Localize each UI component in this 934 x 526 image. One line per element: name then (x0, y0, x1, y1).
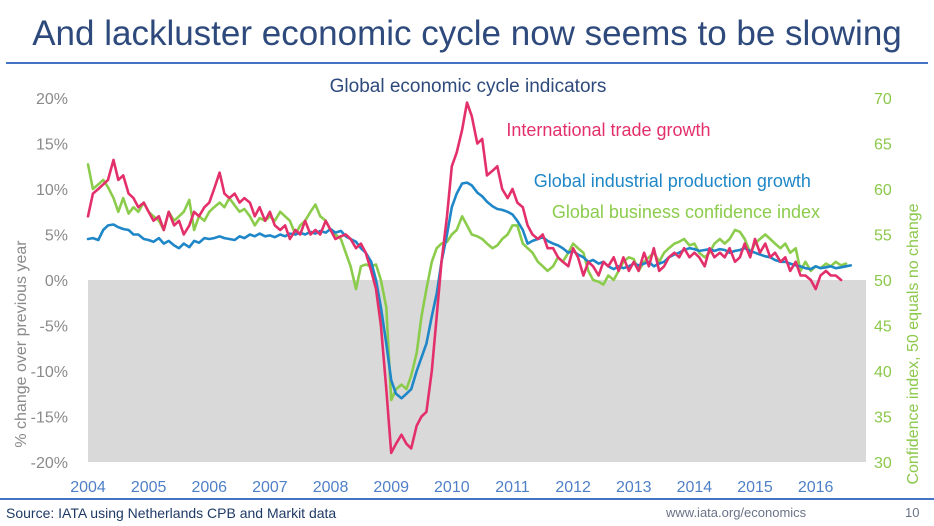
right-tick-label: 30 (874, 455, 892, 472)
right-tick-label: 65 (874, 137, 892, 154)
series-labels: International trade growth Global industr… (506, 120, 820, 222)
series-label-trade: International trade growth (506, 120, 710, 140)
x-tick-label: 2008 (313, 479, 349, 496)
series-line-confidence (86, 163, 848, 402)
x-tick-label: 2014 (677, 479, 713, 496)
x-tick-label: 2011 (495, 479, 530, 496)
left-tick-label: 20% (36, 91, 68, 108)
left-tick-label: -10% (31, 364, 68, 381)
series-label-confidence: Global business confidence index (552, 202, 820, 222)
right-tick-label: 40 (874, 364, 892, 381)
negative-region-band (88, 280, 866, 462)
x-tick-label: 2012 (555, 479, 591, 496)
chart-title: Global economic cycle indicators (330, 76, 607, 97)
series-line-trade (86, 101, 843, 455)
source-note: Source: IATA using Netherlands CPB and M… (6, 505, 337, 521)
right-axis: 70 65 60 55 50 45 40 35 30 (874, 91, 892, 472)
right-axis-title: Confidence index, 50 equals no change (905, 203, 922, 484)
x-tick-label: 2007 (252, 479, 288, 496)
left-tick-label: 5% (45, 228, 68, 245)
right-tick-label: 70 (874, 91, 892, 108)
x-tick-label: 2013 (616, 479, 652, 496)
page-number: 10 (905, 505, 920, 520)
x-tick-label: 2010 (434, 479, 470, 496)
x-tick-label: 2006 (191, 479, 227, 496)
slide-title: And lackluster economic cycle now seems … (32, 14, 902, 53)
right-tick-label: 45 (874, 319, 892, 336)
x-tick-label: 2015 (737, 479, 773, 496)
x-tick-label: 2004 (70, 479, 106, 496)
footer-rule (0, 498, 934, 500)
left-tick-label: 15% (36, 137, 68, 154)
left-tick-label: 10% (36, 182, 68, 199)
series-layer (86, 101, 853, 455)
left-tick-label: -5% (40, 319, 68, 336)
right-tick-label: 60 (874, 182, 892, 199)
series-label-production: Global industrial production growth (534, 171, 811, 191)
left-tick-label: -15% (31, 410, 68, 427)
left-axis: 20% 15% 10% 5% 0% -5% -10% -15% -20% (31, 91, 68, 472)
right-tick-label: 55 (874, 228, 892, 245)
right-tick-label: 50 (874, 273, 892, 290)
economic-cycle-chart: Global economic cycle indicators 20% 15% 1… (13, 76, 922, 496)
x-tick-label: 2009 (373, 479, 409, 496)
x-tick-label: 2016 (798, 479, 834, 496)
series-line-production (86, 181, 853, 400)
x-axis: 2004 2005 2006 2007 2008 2009 2010 2011 2012 2013… (70, 479, 833, 496)
footer-url: www.iata.org/economics (666, 505, 807, 520)
left-axis-title: % change over previous year (13, 240, 30, 448)
title-rule (6, 62, 928, 64)
left-tick-label: 0% (45, 273, 68, 290)
left-tick-label: -20% (31, 455, 68, 472)
x-tick-label: 2005 (131, 479, 167, 496)
right-tick-label: 35 (874, 410, 892, 427)
